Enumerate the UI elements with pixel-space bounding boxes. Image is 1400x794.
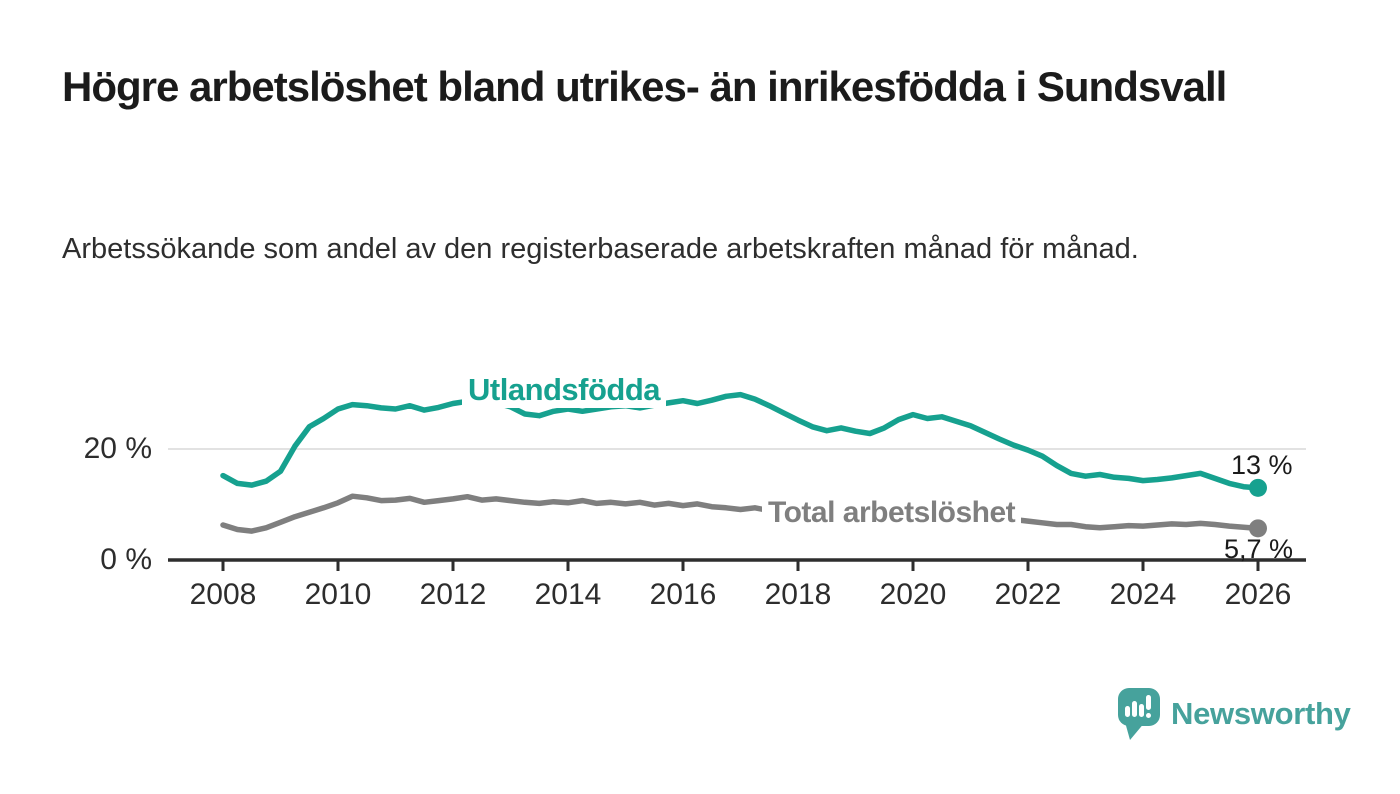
x-axis-label: 2014 (534, 578, 602, 611)
page-title: Högre arbetslöshet bland utrikes- än inr… (62, 63, 1227, 110)
logo-bubble-tail (1125, 722, 1145, 740)
x-axis-label: 2026 (1224, 578, 1292, 611)
end-value-label-utlandsfodda: 13 % (1231, 450, 1293, 480)
newsworthy-logo-text: Newsworthy (1171, 696, 1351, 731)
y-axis-label: 20 % (83, 432, 152, 465)
x-axis-label: 2010 (304, 578, 372, 611)
x-axis-label: 2016 (649, 578, 717, 611)
x-axis-label: 2024 (1109, 578, 1177, 611)
x-axis-label: 2018 (764, 578, 832, 611)
newsworthy-logo: Newsworthy (1116, 686, 1351, 742)
x-axis-label: 2012 (419, 578, 487, 611)
logo-bar-chart-glyph (1125, 695, 1151, 718)
y-axis-label: 0 % (100, 543, 152, 576)
series-line-utlandsf-dda (220, 391, 1261, 491)
end-value-label-total: 5,7 % (1224, 534, 1294, 564)
x-axis-label: 2020 (879, 578, 947, 611)
x-axis-label: 2022 (994, 578, 1062, 611)
series-endpoint-dot (1249, 519, 1267, 538)
series-endpoint-dot (1249, 478, 1267, 497)
x-axis-label: 2008 (189, 578, 257, 611)
series-label-utlandsfodda: Utlandsfödda (462, 372, 667, 408)
series-label-total-arbetsloshet: Total arbetslöshet (762, 496, 1022, 530)
newsworthy-logo-icon (1118, 688, 1160, 740)
page-subtitle: Arbetssökande som andel av den registerb… (62, 233, 1139, 265)
series-line-total-arbetsl-shet (220, 493, 1261, 534)
